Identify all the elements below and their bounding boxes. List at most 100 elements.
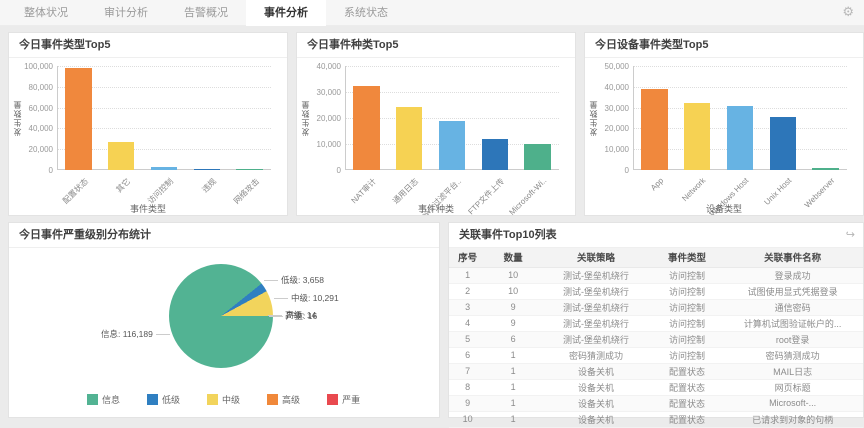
tab-3[interactable]: 告警概况 — [184, 7, 228, 19]
severity-pie — [169, 264, 273, 368]
legend-label: 高级 — [282, 395, 301, 405]
gridline — [633, 66, 847, 67]
table-row: 3 9 测试-堡垒机绕行 访问控制 通信密码 — [449, 299, 863, 316]
table-cell: 1 — [486, 411, 541, 428]
bar-违规 — [193, 168, 221, 170]
gear-icon[interactable]: ⚙ — [842, 4, 854, 19]
column-header: 序号 — [449, 248, 487, 268]
table-cell: 设备关机 — [540, 411, 652, 428]
legend-item-低级[interactable]: 低级 — [147, 393, 180, 406]
x-axis-title: 事件种类 — [417, 204, 454, 214]
callout-text: 低级: 3,658 — [281, 275, 324, 285]
gridline — [57, 107, 271, 109]
table-cell: 计算机试图验证帐户的... — [722, 315, 863, 332]
table-cell: 1 — [486, 347, 541, 364]
table-row: 2 10 测试-堡垒机绕行 访问控制 试图使用显式凭据登录 — [449, 283, 863, 300]
panel-title: 今日事件种类Top5 — [297, 33, 575, 58]
x-axis-title: 设备类型 — [705, 204, 742, 214]
bar-通用日志 — [395, 106, 423, 170]
table-cell: 1 — [449, 267, 487, 284]
panel-event-kind-top5: 今日事件种类Top5 0 10,000 20,000 30,000 40,000 NAT审… — [296, 32, 576, 216]
x-axis-label: App — [648, 176, 666, 193]
legend-label: 严重 — [342, 395, 361, 405]
table-cell: 配置状态 — [651, 411, 723, 428]
share-icon[interactable]: ↪ — [845, 229, 855, 241]
legend-swatch — [147, 394, 159, 405]
table-cell: 试图使用显式凭据登录 — [722, 283, 863, 300]
table-cell: 访问控制 — [651, 315, 723, 332]
tab-4[interactable]: 事件分析 — [246, 0, 326, 26]
correlated-events-table: 序号 数量 关联策略 事件类型 关联事件名称 1 10 测试-堡垒机绕行 访问控制 登录成功 2 10… — [449, 248, 863, 428]
y-axis-tick: 20,000 — [604, 124, 629, 134]
y-axis-tick: 0 — [48, 166, 53, 175]
table-cell: 访问控制 — [651, 347, 723, 364]
panel-title: 关联事件Top10列表 ↪ — [449, 223, 863, 248]
column-header: 关联事件名称 — [722, 248, 863, 268]
legend-swatch — [207, 394, 219, 405]
callout-line — [268, 314, 282, 316]
table-cell: Microsoft-... — [722, 395, 863, 412]
bar-配置状态 — [65, 67, 92, 170]
gridline — [57, 128, 271, 130]
column-header: 关联策略 — [540, 248, 652, 268]
table-cell: 访问控制 — [651, 283, 723, 300]
legend-item-信息[interactable]: 信息 — [87, 393, 120, 406]
tab-2[interactable]: 审计分析 — [104, 7, 148, 19]
legend-label: 信息 — [102, 395, 121, 405]
table-cell: 测试-堡垒机绕行 — [540, 283, 652, 300]
y-axis-tick: 40,000 — [28, 124, 53, 134]
table-cell: 2 — [449, 283, 487, 300]
legend-swatch — [327, 394, 339, 405]
table-cell: 10 — [486, 283, 541, 300]
y-axis-tick: 20,000 — [316, 114, 341, 123]
table-title: 关联事件Top10列表 — [459, 229, 557, 241]
table-row: 6 1 密码猜测成功 访问控制 密码猜测成功 — [449, 347, 863, 364]
tab-5[interactable]: 系统状态 — [344, 7, 388, 19]
bar-Windows 过滤平台.. — [438, 120, 466, 170]
table-row: 5 6 测试-堡垒机绕行 访问控制 root登录 — [449, 331, 863, 348]
legend-label: 中级 — [222, 395, 241, 405]
table-cell: 10 — [486, 267, 541, 284]
legend-item-高级[interactable]: 高级 — [267, 393, 300, 406]
table-cell: 已请求到对象的句柄 — [722, 411, 863, 428]
bar-NAT审计 — [353, 86, 380, 170]
bar-访问控制 — [150, 167, 178, 170]
table-cell: 1 — [486, 395, 541, 412]
y-axis-tick: 0 — [336, 166, 341, 175]
y-axis-tick: 40,000 — [604, 82, 629, 92]
callout-text: 中级: 10,291 — [291, 293, 339, 303]
y-axis-tick: 100,000 — [24, 62, 53, 71]
table-row: 8 1 设备关机 配置状态 网页标题 — [449, 379, 863, 396]
legend-item-严重[interactable]: 严重 — [327, 393, 360, 406]
table-cell: 9 — [486, 315, 541, 332]
y-axis-tick: 30,000 — [604, 103, 629, 113]
gridline — [57, 66, 271, 67]
table-cell: 8 — [449, 379, 487, 396]
table-cell: 3 — [449, 299, 487, 316]
gridline — [57, 86, 271, 88]
bar-Windows Host — [726, 105, 754, 170]
bar-Webserver — [812, 167, 839, 170]
table-row: 7 1 设备关机 配置状态 MAIL日志 — [449, 363, 863, 380]
tab-list: 整体状况 审计分析 告警概况 事件分析 系统状态 — [0, 0, 864, 26]
gridline — [345, 66, 559, 67]
tab-1[interactable]: 整体状况 — [24, 7, 68, 19]
legend-item-中级[interactable]: 中级 — [207, 393, 240, 406]
table-row: 1 10 测试-堡垒机绕行 访问控制 登录成功 — [449, 267, 863, 284]
table-cell: 测试-堡垒机绕行 — [540, 299, 652, 316]
y-axis-tick: 80,000 — [28, 82, 53, 92]
table-cell: 配置状态 — [651, 379, 723, 396]
gridline — [345, 118, 559, 119]
table-cell: 密码猜测成功 — [540, 347, 652, 364]
callout-line — [274, 297, 288, 299]
table-cell: 4 — [449, 315, 487, 332]
table-cell: 配置状态 — [651, 395, 723, 412]
label-high: 高级: 14 — [265, 309, 316, 321]
table-cell: 1 — [486, 379, 541, 396]
table-cell: 访问控制 — [651, 299, 723, 316]
callout-line — [269, 315, 283, 317]
top-tab-bar: 整体状况 审计分析 告警概况 事件分析 系统状态 ⚙ — [0, 0, 864, 26]
panel-device-event-type-top5: 今日设备事件类型Top5 0 10,000 20,000 30,000 40,000 50… — [584, 32, 864, 216]
bar-FTP文件上传 — [481, 138, 509, 170]
table-cell: 配置状态 — [651, 363, 723, 380]
